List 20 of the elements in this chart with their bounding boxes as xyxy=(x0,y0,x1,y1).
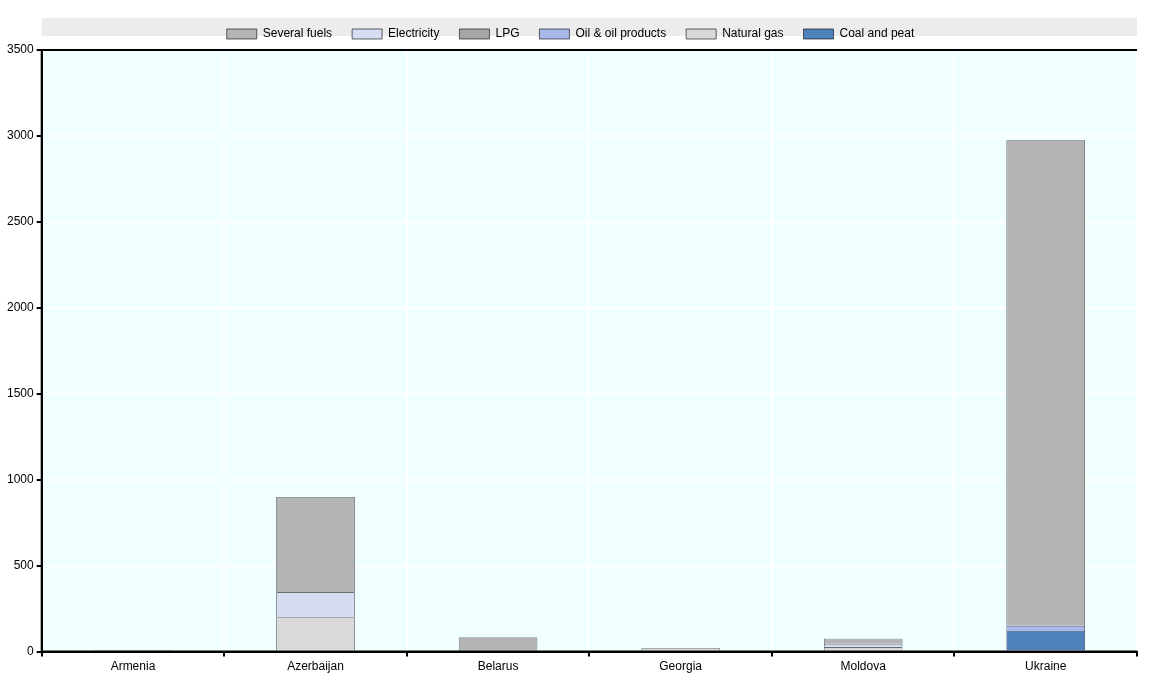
y-tick-label: 1000 xyxy=(6,472,35,487)
legend-label: Natural gas xyxy=(722,26,784,41)
x-tick-label: Ukraine xyxy=(1025,659,1067,674)
x-tick-label: Belarus xyxy=(477,659,519,674)
y-tick-label: 3500 xyxy=(6,42,35,57)
x-tick-label: Moldova xyxy=(840,659,887,674)
x-tick-label: Armenia xyxy=(110,659,156,674)
x-tick-label: Azerbaijan xyxy=(287,659,344,674)
y-tick-label: 0 xyxy=(27,643,35,658)
y-tick-label: 2000 xyxy=(6,300,35,315)
legend-label: Several fuels xyxy=(262,26,333,41)
y-tick-label: 1500 xyxy=(6,386,35,401)
legend-label: Electricity xyxy=(388,26,440,41)
legend-label: Coal and peat xyxy=(839,26,915,41)
x-tick-label: Georgia xyxy=(659,659,703,674)
y-tick-label: 500 xyxy=(13,557,35,572)
legend-label: LPG xyxy=(495,26,520,41)
y-tick-label: 3000 xyxy=(6,128,35,143)
legend-label: Oil & oil products xyxy=(575,26,667,41)
y-tick-label: 2500 xyxy=(6,214,35,229)
